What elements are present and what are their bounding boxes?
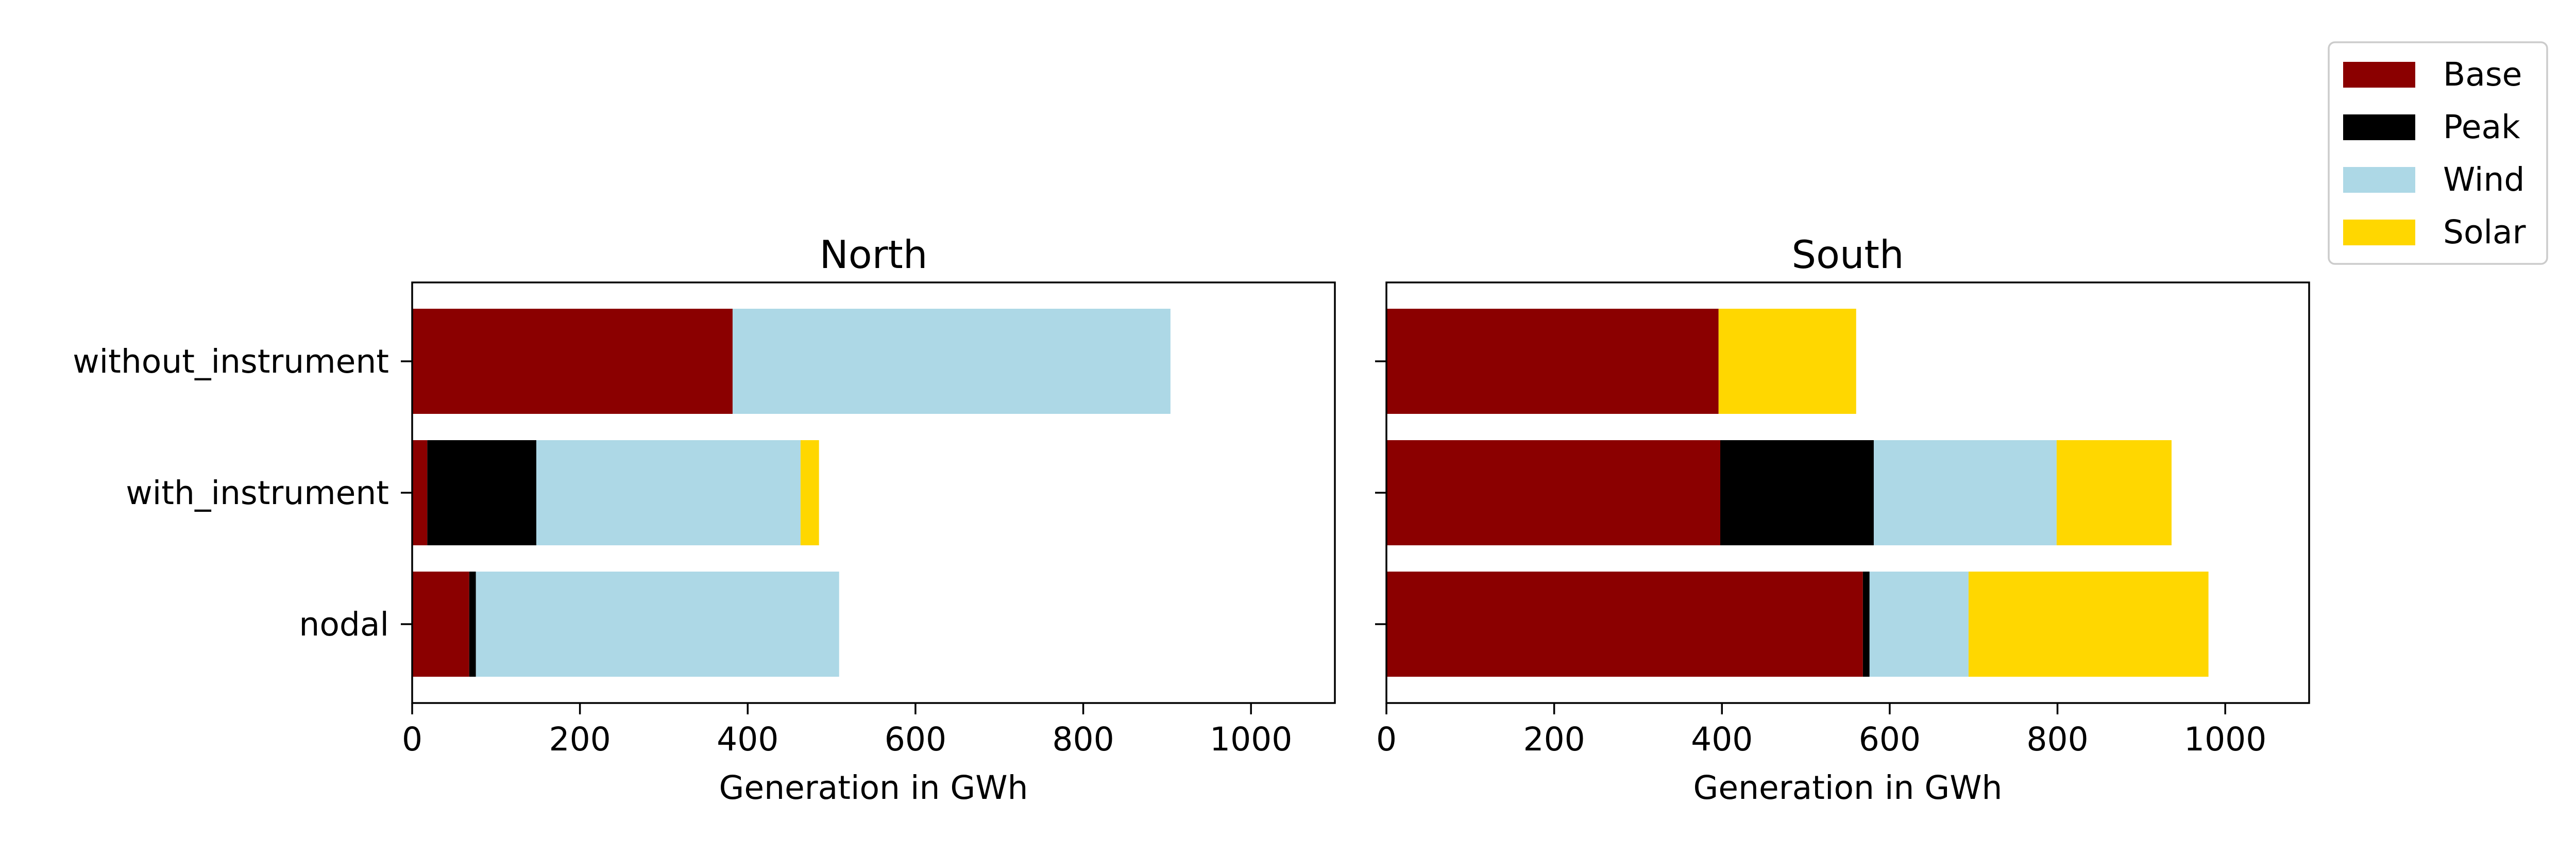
x-tick-label: 400: [1691, 721, 1753, 758]
bar-south-without-instrument-base: [1386, 309, 1719, 414]
x-axis: 0 200 400 600 800 1000 Generation in GWh: [1376, 703, 2266, 807]
bars: [1386, 309, 2209, 677]
x-tick-label: 600: [1859, 721, 1921, 758]
bar-north-with-instrument-wind: [536, 440, 801, 545]
x-tick-label: 600: [885, 721, 946, 758]
bars: [412, 309, 1171, 677]
y-axis: [1375, 360, 1386, 625]
bar-north-with-instrument-peak: [427, 440, 536, 545]
x-tick-label: 0: [1376, 721, 1397, 758]
bar-south-with-instrument-solar: [2056, 440, 2172, 545]
legend-label-base: Base: [2443, 56, 2522, 93]
x-axis-label: Generation in GWh: [719, 769, 1028, 807]
panel-south: South 0 200 400 600 800 1000 Generation in GWh: [1375, 232, 2310, 807]
panel-north: North 0 200 400 600 800 1000 Generation in GWh w…: [73, 232, 1336, 807]
bar-north-nodal-base: [412, 572, 469, 677]
bar-south-with-instrument-base: [1386, 440, 1721, 545]
y-tick-label-nodal: nodal: [299, 606, 389, 643]
x-tick-label: 0: [402, 721, 422, 758]
bar-north-with-instrument-solar: [800, 440, 819, 545]
bar-north-with-instrument-base: [412, 440, 428, 545]
legend-label-wind: Wind: [2443, 161, 2524, 198]
x-tick-label: 800: [2026, 721, 2088, 758]
bar-north-without-instrument-base: [412, 309, 733, 414]
legend-swatch-base: [2343, 62, 2415, 88]
bar-south-nodal-solar: [1968, 572, 2209, 677]
bar-south-with-instrument-peak: [1720, 440, 1874, 545]
legend-label-solar: Solar: [2443, 213, 2526, 251]
x-tick-label: 400: [717, 721, 778, 758]
bar-south-nodal-wind: [1869, 572, 1969, 677]
bar-south-nodal-base: [1386, 572, 1863, 677]
bar-south-with-instrument-wind: [1873, 440, 2057, 545]
x-tick-label: 200: [549, 721, 611, 758]
bar-north-without-instrument-wind: [732, 309, 1171, 414]
y-tick-label-with-instrument: with_instrument: [126, 474, 389, 512]
bar-south-without-instrument-solar: [1718, 309, 1856, 414]
x-axis-label: Generation in GWh: [1693, 769, 2003, 807]
x-axis: 0 200 400 600 800 1000 Generation in GWh: [402, 703, 1292, 807]
x-tick-label: 1000: [2184, 721, 2266, 758]
bar-north-nodal-peak: [469, 572, 476, 677]
panel-title: South: [1792, 232, 1904, 277]
x-tick-label: 1000: [1210, 721, 1292, 758]
legend-swatch-wind: [2343, 167, 2415, 193]
panel-title: North: [820, 232, 928, 277]
x-tick-label: 200: [1523, 721, 1585, 758]
bar-south-nodal-peak: [1862, 572, 1870, 677]
x-tick-label: 800: [1052, 721, 1114, 758]
legend-frame: [2328, 41, 2548, 265]
bar-north-nodal-wind: [476, 572, 839, 677]
legend-label-peak: Peak: [2443, 108, 2520, 146]
legend-swatch-peak: [2343, 114, 2415, 140]
y-tick-label-without-instrument: without_instrument: [73, 343, 389, 380]
legend-swatch-solar: [2343, 220, 2415, 245]
legend: Base Peak Wind Solar: [2328, 41, 2548, 265]
